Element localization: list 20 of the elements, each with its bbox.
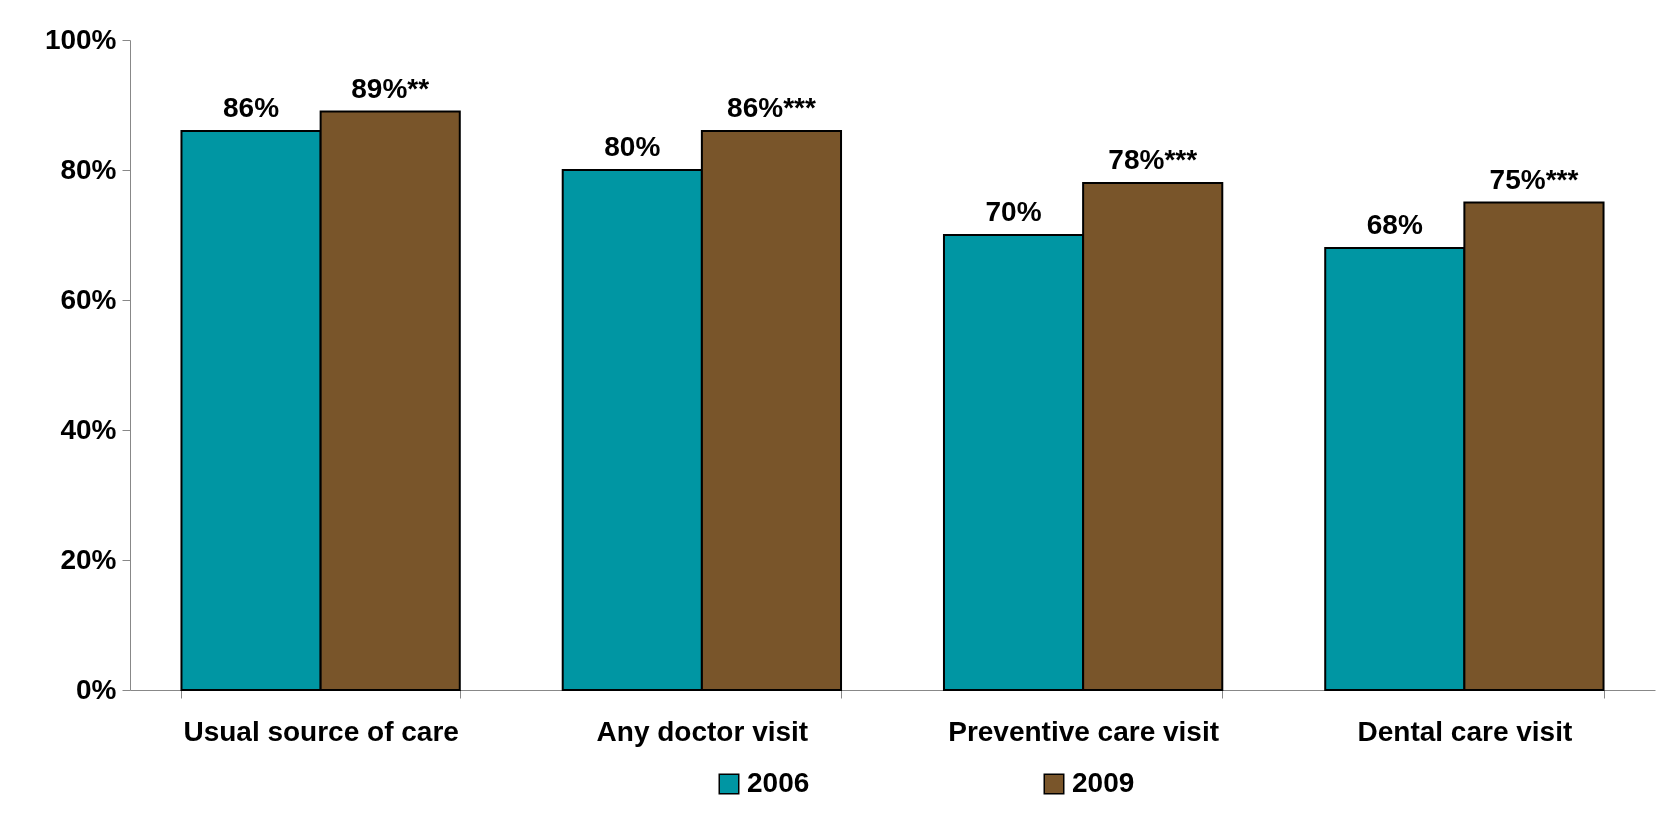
- y-tick-label: 0%: [76, 673, 117, 705]
- y-tick-label: 60%: [60, 283, 117, 315]
- y-tick-label: 80%: [60, 153, 117, 185]
- y-tick-label: 100%: [44, 23, 117, 55]
- legend-label: 2006: [747, 767, 810, 798]
- data-label: 80%: [604, 131, 661, 162]
- x-tick-label: Any doctor visit: [596, 715, 809, 747]
- data-label: 86%: [223, 92, 280, 123]
- data-label: 78%***: [1108, 144, 1198, 175]
- data-label: 89%**: [351, 72, 430, 104]
- data-label: 70%: [985, 196, 1042, 227]
- x-tick-label: Preventive care visit: [948, 715, 1220, 747]
- x-tick-label: Dental care visit: [1357, 715, 1573, 747]
- x-tick-label: Usual source of care: [183, 715, 459, 747]
- data-label: 68%: [1366, 209, 1423, 240]
- y-tick-label: 20%: [60, 543, 117, 575]
- y-tick-label: 40%: [60, 413, 117, 445]
- data-label: 86%***: [727, 92, 816, 123]
- legend-label: 2009: [1072, 767, 1135, 798]
- data-label: 75%***: [1489, 163, 1579, 195]
